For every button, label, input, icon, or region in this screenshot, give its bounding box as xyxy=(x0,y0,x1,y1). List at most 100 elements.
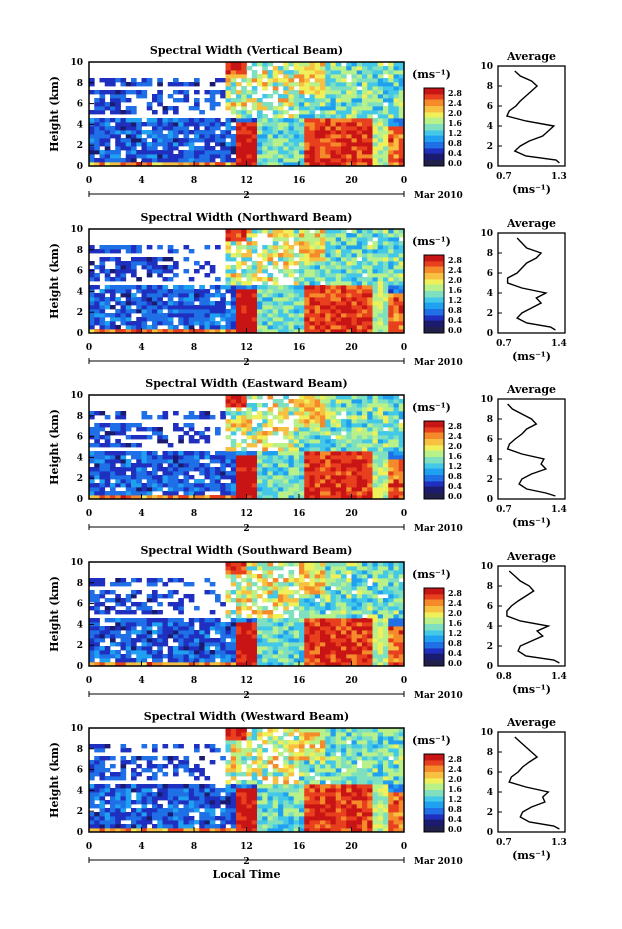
heatmap-cell xyxy=(367,630,373,635)
heatmap-cell xyxy=(272,309,279,314)
heatmap-cell xyxy=(314,122,321,127)
heatmap-cell xyxy=(115,467,121,472)
heatmap-cell xyxy=(104,102,111,107)
heatmap-cell xyxy=(167,297,174,302)
heatmap-cell xyxy=(278,566,284,571)
heatmap-cell xyxy=(341,78,347,83)
heatmap-cell xyxy=(283,646,289,651)
heatmap-cell xyxy=(125,122,132,127)
heatmap-cell xyxy=(362,142,368,147)
heatmap-cell xyxy=(246,146,253,151)
heatmap-cell xyxy=(141,411,148,416)
colorbar-segment xyxy=(424,138,444,140)
heatmap-cell xyxy=(356,415,363,420)
heatmap-cell xyxy=(146,654,153,659)
heatmap-cell xyxy=(293,646,300,651)
heatmap-cell xyxy=(346,435,352,440)
heatmap-cell xyxy=(309,297,316,302)
colorbar-segment xyxy=(424,454,444,457)
heatmap-cell xyxy=(346,277,352,282)
heatmap-cell xyxy=(167,463,174,468)
panel-title: Spectral Width (Northward Beam) xyxy=(141,211,353,224)
heatmap-cell xyxy=(104,431,111,436)
heatmap-cell xyxy=(278,427,284,432)
heatmap-cell xyxy=(367,622,373,627)
heatmap-cell xyxy=(99,150,106,155)
heatmap-cell xyxy=(251,325,258,330)
heatmap-cell xyxy=(367,325,373,330)
heatmap-cell xyxy=(320,630,326,635)
heatmap-cell xyxy=(246,281,253,286)
heatmap-cell xyxy=(377,285,384,290)
heatmap-cell xyxy=(309,261,316,266)
heatmap-cell xyxy=(299,399,305,404)
heatmap-cell xyxy=(220,662,226,667)
heatmap-cell xyxy=(288,305,295,310)
heatmap-cell xyxy=(272,455,279,460)
heatmap-cell xyxy=(398,467,405,472)
heatmap-cell xyxy=(335,662,342,667)
heatmap-cell xyxy=(257,269,263,274)
heatmap-cell xyxy=(330,261,337,266)
heatmap-cell xyxy=(157,658,163,663)
heatmap-cell xyxy=(131,245,137,250)
heatmap-cell xyxy=(162,479,169,484)
heatmap-cell xyxy=(341,269,347,274)
heatmap-cell xyxy=(110,650,116,655)
heatmap-cell xyxy=(141,301,148,306)
heatmap-cell xyxy=(236,90,242,95)
heatmap-cell xyxy=(356,471,363,476)
heatmap-cell xyxy=(377,146,384,151)
heatmap-cell xyxy=(110,654,116,659)
heatmap-cell xyxy=(167,618,174,623)
heatmap-cell xyxy=(152,118,158,123)
x-tick-label: 16 xyxy=(293,509,306,519)
colorbar-segment xyxy=(424,103,444,106)
heatmap-cell xyxy=(351,407,358,412)
heatmap-cell xyxy=(209,146,216,151)
heatmap-cell xyxy=(351,594,358,599)
heatmap-cell xyxy=(183,82,190,87)
heatmap-cell xyxy=(299,66,305,71)
heatmap-cell xyxy=(356,610,363,615)
heatmap-cell xyxy=(225,313,232,318)
heatmap-cell xyxy=(393,265,400,270)
heatmap-cell xyxy=(272,118,279,123)
heatmap-cell xyxy=(173,606,179,611)
heatmap-cell xyxy=(110,483,116,488)
heatmap-cell xyxy=(209,301,216,306)
heatmap-cell xyxy=(383,126,389,131)
heatmap-cell xyxy=(157,301,163,306)
heatmap-cell xyxy=(272,158,279,163)
heatmap-cell xyxy=(241,459,247,464)
heatmap-cell xyxy=(241,285,247,290)
heatmap-cell xyxy=(152,483,158,488)
heatmap-cell xyxy=(398,431,405,436)
colorbar-segment xyxy=(424,139,444,142)
heatmap-cell xyxy=(241,110,247,115)
heatmap-cell xyxy=(362,590,368,595)
heatmap-cell xyxy=(377,62,384,67)
heatmap-cell xyxy=(146,634,153,639)
heatmap-cell xyxy=(320,578,326,583)
heatmap-cell xyxy=(309,90,316,95)
heatmap-cell xyxy=(104,301,111,306)
heatmap-cell xyxy=(335,407,342,412)
heatmap-cell xyxy=(372,86,379,91)
heatmap-cell xyxy=(304,419,310,424)
heatmap-cell xyxy=(230,285,237,290)
heatmap-cell xyxy=(194,261,200,266)
heatmap-cell xyxy=(251,654,258,659)
heatmap-cell xyxy=(157,475,163,480)
heatmap-cell xyxy=(157,82,163,87)
heatmap-cell xyxy=(215,495,221,500)
heatmap-cell xyxy=(115,106,121,111)
heatmap-cell xyxy=(146,463,153,468)
heatmap-cell xyxy=(262,245,268,250)
heatmap-cell xyxy=(194,463,200,468)
heatmap-cell xyxy=(89,305,95,310)
colorbar-segment xyxy=(424,148,444,151)
heatmap-cell xyxy=(157,610,163,615)
heatmap-cell xyxy=(288,82,295,87)
day-label: 2 xyxy=(243,524,249,534)
